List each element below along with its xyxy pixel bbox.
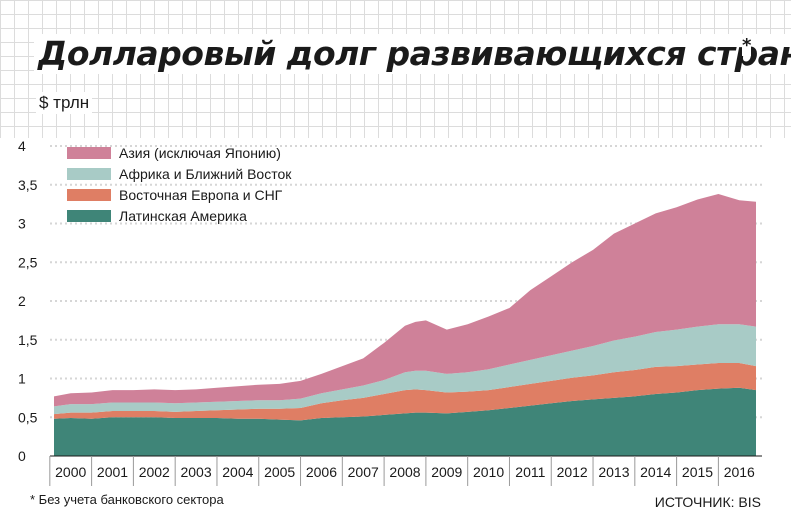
legend-swatch bbox=[67, 168, 111, 180]
y-tick-label: 2,5 bbox=[18, 254, 38, 270]
x-tick-label: 2003 bbox=[180, 464, 211, 480]
legend-label: Африка и Ближний Восток bbox=[119, 166, 292, 182]
y-tick-label: 1 bbox=[18, 371, 26, 387]
y-tick-label: 1,5 bbox=[18, 332, 38, 348]
legend-label: Восточная Европа и СНГ bbox=[119, 187, 283, 203]
x-axis-band bbox=[50, 456, 762, 486]
y-tick-label: 0 bbox=[18, 448, 26, 464]
x-tick-label: 2013 bbox=[598, 464, 629, 480]
legend: Азия (исключая Японию) Африка и Ближний В… bbox=[67, 145, 292, 224]
x-tick-label: 2014 bbox=[640, 464, 671, 480]
area-series-africa-middle-east bbox=[54, 324, 756, 415]
legend-swatch bbox=[67, 189, 111, 201]
x-tick-label: 2008 bbox=[389, 464, 420, 480]
x-tick-label: 2002 bbox=[139, 464, 170, 480]
x-tick-label: 2007 bbox=[348, 464, 379, 480]
x-tick-label: 2009 bbox=[431, 464, 462, 480]
x-tick-label: 2004 bbox=[222, 464, 253, 480]
legend-label: Латинская Америка bbox=[119, 208, 247, 224]
y-tick-label: 2 bbox=[18, 293, 26, 309]
chart-title: Долларовый долг развивающихся стран bbox=[34, 34, 791, 74]
y-tick-label: 3 bbox=[18, 216, 26, 232]
area-series-latin-america bbox=[54, 387, 756, 456]
x-tick-label: 2005 bbox=[264, 464, 295, 480]
x-tick-label: 2016 bbox=[724, 464, 755, 480]
y-tick-label: 4 bbox=[18, 138, 26, 154]
x-tick-label: 2011 bbox=[515, 464, 545, 480]
area-series-asia bbox=[54, 194, 756, 407]
y-axis-ticks: 0 0,5 1 1,5 2 2,5 3 3,5 4 bbox=[18, 138, 38, 464]
x-tick-label: 2015 bbox=[682, 464, 713, 480]
area-series-eastern-europe-cis bbox=[54, 363, 756, 421]
x-tick-label: 2010 bbox=[473, 464, 504, 480]
footnote: * Без учета банковского сектора bbox=[30, 492, 224, 507]
x-tick-label: 2006 bbox=[306, 464, 337, 480]
x-tick-label: 2001 bbox=[97, 464, 128, 480]
x-tick-label: 2012 bbox=[557, 464, 588, 480]
legend-swatch bbox=[67, 147, 111, 159]
stacked-areas bbox=[54, 194, 756, 456]
x-axis-ticks: 2000 2001 2002 2003 2004 2005 2006 2007 2008 2009… bbox=[49, 455, 762, 486]
y-tick-label: 0,5 bbox=[18, 409, 38, 425]
title-footnote-mark: * bbox=[742, 35, 752, 56]
y-tick-label: 3,5 bbox=[18, 177, 38, 193]
legend-swatch bbox=[67, 210, 111, 222]
source-credit: ИСТОЧНИК: BIS bbox=[654, 494, 761, 510]
unit-label: $ трлн bbox=[36, 92, 93, 114]
x-tick-label: 2000 bbox=[55, 464, 86, 480]
legend-label: Азия (исключая Японию) bbox=[119, 145, 281, 161]
